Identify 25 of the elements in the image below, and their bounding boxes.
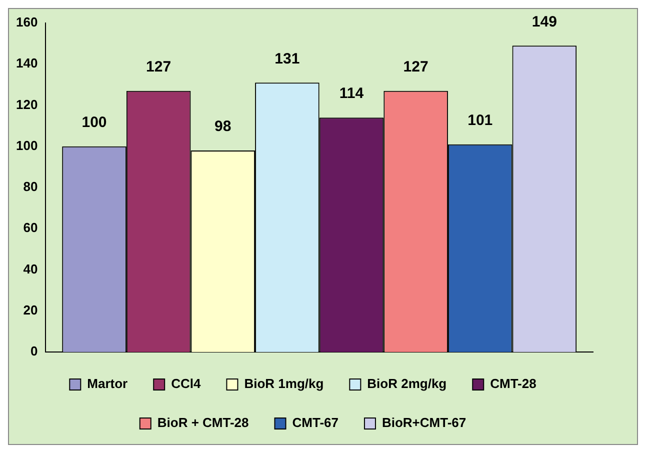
data-label: 98 [214,118,232,136]
y-tick-label: 60 [23,220,38,236]
data-label: 114 [339,85,364,102]
y-tick-label: 40 [23,261,38,276]
data-label: 149 [532,13,557,30]
legend-label: BioR 2mg/kg [367,376,447,392]
data-label: 131 [274,50,300,68]
y-tick-label: 120 [16,96,38,112]
legend-label: BioR+CMT-67 [382,415,466,430]
legend-label: BioR + CMT-28 [157,415,249,430]
y-tick-label: 20 [23,302,38,318]
y-tick-label: 160 [16,14,38,30]
y-tick-label: 100 [16,138,38,153]
legend-label: BioR 1mg/kg [244,376,324,392]
legend-label: CMT-28 [490,376,536,392]
data-label: 100 [82,114,107,132]
legend-label: Martor [87,376,128,392]
data-label: 127 [146,58,172,76]
data-label: 101 [468,112,493,129]
data-label: 127 [403,58,428,76]
y-tick-label: 140 [16,56,38,71]
y-tick-label: 80 [23,179,38,194]
legend-label: CCl4 [171,376,202,392]
y-tick-label: 0 [30,344,38,359]
legend-label: CMT-67 [292,415,338,430]
